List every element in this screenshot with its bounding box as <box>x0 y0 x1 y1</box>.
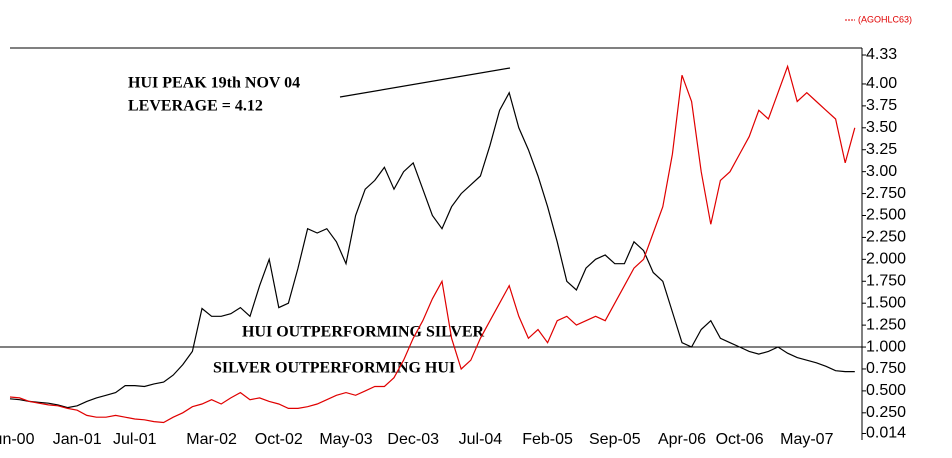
x-tick-label: May-03 <box>319 431 372 448</box>
y-tick-label: 1.000 <box>866 338 906 355</box>
x-tick-label: Dec-03 <box>387 431 439 448</box>
x-tick-label: Jul-04 <box>459 431 503 448</box>
annotation: HUI OUTPERFORMING SILVER <box>242 324 485 341</box>
y-tick-label: 4.00 <box>866 75 897 92</box>
y-tick-label: 0.750 <box>866 360 906 377</box>
x-tick-label: Oct-02 <box>255 431 303 448</box>
y-tick-label: 2.000 <box>866 251 906 268</box>
y-tick-label: 2.500 <box>866 207 906 224</box>
y-tick-label: 1.500 <box>866 294 906 311</box>
x-tick-label: Jan-01 <box>53 431 102 448</box>
x-tick-label: Mar-02 <box>186 431 237 448</box>
series-line <box>9 64 856 424</box>
y-tick-label: 0.014 <box>866 425 906 442</box>
x-tick-label: May-07 <box>780 431 833 448</box>
y-tick-label: 1.750 <box>866 272 906 289</box>
y-tick-label: 4.33 <box>866 46 897 63</box>
annotation: HUI PEAK 19th NOV 04 <box>128 75 300 92</box>
y-tick-label: 3.75 <box>866 97 897 114</box>
y-tick-label: 2.750 <box>866 185 906 202</box>
y-tick-label: 0.250 <box>866 404 906 421</box>
annotation: SILVER OUTPERFORMING HUI <box>213 360 455 377</box>
x-tick-label: Jun-00 <box>0 431 35 448</box>
x-tick-label: Apr-06 <box>658 431 706 448</box>
legend-label: (AGOHLC63) <box>858 14 912 24</box>
y-tick-label: 1.250 <box>866 316 906 333</box>
x-tick-label: Feb-05 <box>522 431 573 448</box>
annotation-pointer <box>339 67 511 98</box>
annotation: LEVERAGE = 4.12 <box>128 98 263 115</box>
series-line <box>9 91 855 409</box>
x-tick-label: Jul-01 <box>113 431 157 448</box>
y-tick-label: 0.500 <box>866 382 906 399</box>
x-tick-label: Oct-06 <box>716 431 764 448</box>
y-tick-label: 3.50 <box>866 119 897 136</box>
x-tick-label: Sep-05 <box>589 431 641 448</box>
y-tick-label: 3.00 <box>866 163 897 180</box>
y-tick-label: 2.250 <box>866 229 906 246</box>
y-tick-label: 3.25 <box>866 141 897 158</box>
